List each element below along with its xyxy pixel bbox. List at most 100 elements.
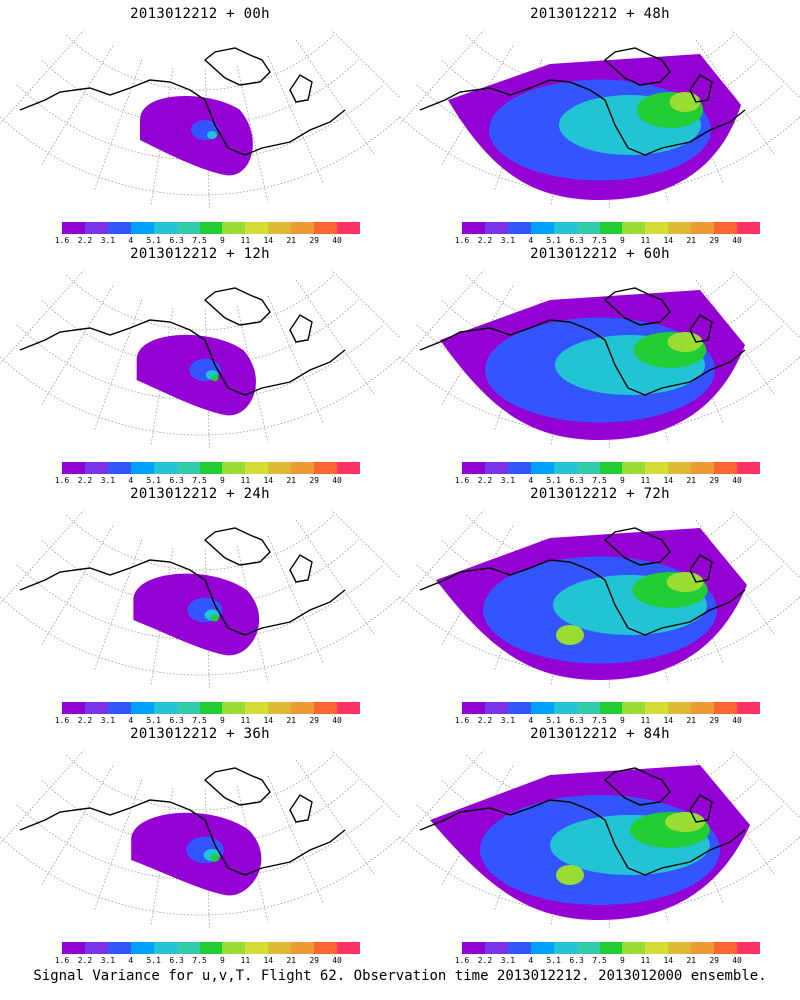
colorbar-swatch — [107, 222, 131, 234]
colorbar-swatch — [337, 462, 360, 474]
colorbar-tick-label: 2.2 — [77, 716, 93, 725]
colorbar-tick-label: 1.6 — [54, 716, 70, 725]
colorbar-tick-label: 7.5 — [192, 956, 207, 965]
colorbar-swatch — [153, 462, 177, 474]
colorbar-swatch — [84, 462, 108, 474]
graticule-meridian — [0, 30, 85, 125]
colorbar-swatch — [337, 222, 360, 234]
graticule-meridian — [150, 307, 174, 447]
colorbar-tick-label: 11 — [640, 716, 651, 725]
graticule-meridian — [267, 295, 325, 425]
colorbar-swatch — [107, 462, 131, 474]
colorbar-tick-label: 21 — [286, 476, 297, 485]
colorbar-swatch — [599, 462, 623, 474]
colorbar-tick-label: 5.1 — [546, 236, 561, 245]
colorbar-tick-label: 11 — [640, 236, 651, 245]
colorbar-swatch — [622, 942, 646, 954]
colorbar-swatch — [714, 222, 738, 234]
colorbar-swatch — [245, 462, 269, 474]
graticule-meridian — [400, 510, 485, 605]
graticule-arc — [66, 754, 334, 811]
colorbar-swatch — [691, 462, 715, 474]
graticule-meridian — [40, 285, 114, 407]
colorbar-tick-label: 3.1 — [100, 716, 116, 725]
colorbar-swatch — [576, 222, 600, 234]
colorbar-swatch — [691, 222, 715, 234]
colorbar-swatch — [737, 702, 760, 714]
colorbar-swatch — [107, 702, 131, 714]
colorbar-tick-label: 14 — [663, 956, 674, 965]
colorbar-labels: 1.6 2.2 3.1 4 5.1 6.3 7.5 9 11 14 21 29 40 — [455, 956, 760, 966]
graticule-meridian — [695, 280, 776, 396]
colorbar-swatch — [553, 462, 577, 474]
colorbar-swatch — [714, 462, 738, 474]
colorbar-swatch — [268, 222, 292, 234]
graticule-meridian — [93, 299, 143, 432]
colorbar-tick-label: 7.5 — [592, 236, 607, 245]
colorbar-swatch — [268, 942, 292, 954]
colorbar-tick-label: 2.2 — [77, 236, 93, 245]
colorbar-tick-label: 9 — [620, 956, 625, 965]
colorbar-tick-label: 40 — [732, 236, 742, 245]
colorbar-swatch — [622, 462, 646, 474]
variance-field — [448, 54, 741, 200]
colorbar-swatch — [84, 942, 108, 954]
colorbar-swatch — [645, 222, 669, 234]
colorbar-swatch — [84, 222, 108, 234]
variance-field — [133, 573, 260, 656]
colorbar — [62, 942, 360, 954]
colorbar-swatch — [62, 702, 85, 714]
colorbar-swatch — [553, 702, 577, 714]
colorbar-tick-label: 3.1 — [100, 956, 116, 965]
colorbar-tick-label: 29 — [709, 716, 719, 725]
colorbar-tick-label: 3.1 — [500, 476, 516, 485]
colorbar-tick-label: 3.1 — [500, 956, 516, 965]
colorbar-tick-label: 14 — [263, 716, 274, 725]
colorbar — [62, 462, 360, 474]
colorbar-tick-label: 29 — [309, 956, 319, 965]
colorbar-swatch — [199, 942, 223, 954]
colorbar-swatch — [291, 462, 315, 474]
colorbar-tick-label: 2.2 — [77, 956, 93, 965]
colorbar-tick-label: 9 — [220, 476, 225, 485]
graticule-meridian — [40, 525, 114, 647]
polar-map — [0, 750, 400, 930]
colorbar-tick-label: 5.1 — [546, 716, 561, 725]
map-panel: 2013012212 + 24h 1.6 2.2 3.1 4 5.1 6.3 7.5 9 11 14… — [0, 480, 400, 725]
colorbar-labels: 1.6 2.2 3.1 4 5.1 6.3 7.5 9 11 14 21 29 40 — [55, 956, 360, 966]
colorbar-swatch — [714, 702, 738, 714]
colorbar-labels: 1.6 2.2 3.1 4 5.1 6.3 7.5 9 11 14 21 29 40 — [55, 236, 360, 246]
colorbar-swatch — [84, 702, 108, 714]
graticule-meridian — [150, 547, 174, 687]
colorbar-swatch — [737, 462, 760, 474]
colorbar-tick-label: 21 — [686, 716, 697, 725]
map-panel: 2013012212 + 12h 1.6 2.2 3.1 4 5.1 6.3 7.5 9 11 14… — [0, 240, 400, 485]
colorbar-tick-label: 21 — [686, 956, 697, 965]
colorbar-tick-label: 6.3 — [569, 956, 584, 965]
panel-title: 2013012212 + 12h — [130, 246, 270, 262]
colorbar-tick-label: 2.2 — [477, 956, 493, 965]
colorbar-swatch — [62, 942, 85, 954]
map-panel: 2013012212 + 48h 1.6 2.2 3.1 4 5.1 6.3 7.5 9 11 14… — [400, 0, 800, 245]
graticule-meridian — [40, 765, 114, 887]
graticule-arc — [0, 116, 400, 196]
colorbar-swatch — [576, 942, 600, 954]
map-panel: 2013012212 + 84h 1.6 2.2 3.1 4 5.1 6.3 7.5 9 11 14… — [400, 720, 800, 965]
colorbar-swatch — [599, 702, 623, 714]
colorbar-tick-label: 14 — [663, 716, 674, 725]
colorbar-swatch — [645, 942, 669, 954]
colorbar-labels: 1.6 2.2 3.1 4 5.1 6.3 7.5 9 11 14 21 29 40 — [55, 476, 360, 486]
colorbar-swatch — [668, 222, 692, 234]
panel-title: 2013012212 + 60h — [530, 246, 670, 262]
colorbar-tick-label: 21 — [286, 236, 297, 245]
graticule-arc — [0, 836, 400, 916]
colorbar-swatch — [314, 462, 338, 474]
colorbar-tick-label: 6.3 — [169, 476, 184, 485]
colorbar-tick-label: 40 — [332, 956, 342, 965]
colorbar-tick-label: 40 — [332, 236, 342, 245]
graticule-arc — [66, 274, 334, 331]
colorbar-tick-label: 3.1 — [500, 716, 516, 725]
colorbar-tick-label: 40 — [732, 476, 742, 485]
polar-map — [400, 750, 800, 930]
graticule-meridian — [295, 40, 376, 156]
